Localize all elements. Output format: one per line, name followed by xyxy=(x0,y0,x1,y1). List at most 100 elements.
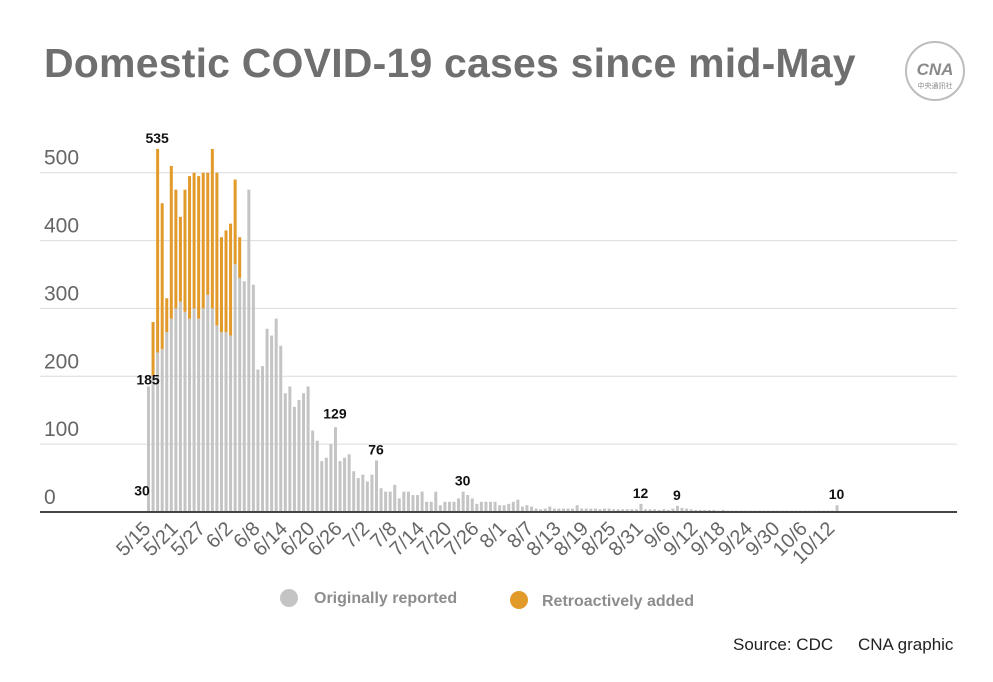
bar-originally-reported xyxy=(561,508,565,512)
bar-originally-reported xyxy=(466,495,470,512)
bar-originally-reported xyxy=(315,440,319,512)
bar-originally-reported xyxy=(183,311,187,512)
bar-originally-reported xyxy=(370,474,374,512)
bar-originally-reported xyxy=(233,264,237,512)
data-label: 535 xyxy=(145,130,169,146)
bar-originally-reported xyxy=(192,308,196,512)
legend-label-originally-reported: Originally reported xyxy=(314,590,458,607)
bar-originally-reported xyxy=(256,369,260,512)
bar-originally-reported xyxy=(475,503,479,512)
bar-originally-reported xyxy=(666,509,670,512)
data-label: 30 xyxy=(455,473,471,489)
bars xyxy=(147,148,839,512)
bar-originally-reported xyxy=(584,508,588,512)
y-tick-label: 0 xyxy=(44,486,56,509)
data-label: 76 xyxy=(368,441,384,457)
bar-originally-reported xyxy=(147,386,150,512)
bar-originally-reported xyxy=(279,345,283,512)
bar-originally-reported xyxy=(457,498,461,512)
bar-originally-reported xyxy=(534,508,538,512)
bar-originally-reported xyxy=(489,501,492,512)
bar-originally-reported xyxy=(835,505,839,512)
legend-swatch-retroactively-added xyxy=(510,591,528,609)
bar-originally-reported xyxy=(644,509,648,512)
bar-originally-reported xyxy=(616,509,620,512)
bar-originally-reported xyxy=(612,509,616,512)
bar-originally-reported xyxy=(552,508,556,512)
bar-retroactively-added xyxy=(160,203,164,350)
bar-originally-reported xyxy=(247,189,251,512)
bar-originally-reported xyxy=(662,509,666,512)
legend-swatch-originally-reported xyxy=(280,589,298,607)
bar-retroactively-added xyxy=(197,176,201,319)
bar-originally-reported xyxy=(447,501,451,512)
source-note: Source: CDC xyxy=(733,635,834,654)
bar-originally-reported xyxy=(379,488,383,512)
bar-retroactively-added xyxy=(206,172,210,295)
bar-originally-reported xyxy=(671,508,675,512)
bar-originally-reported xyxy=(384,491,388,512)
bar-originally-reported xyxy=(425,501,429,512)
data-label: 12 xyxy=(633,485,649,501)
bar-originally-reported xyxy=(352,471,356,512)
bar-originally-reported xyxy=(393,484,397,512)
bar-originally-reported xyxy=(206,294,210,512)
bar-originally-reported xyxy=(507,503,511,512)
y-tick-label: 400 xyxy=(44,215,79,238)
bar-originally-reported xyxy=(288,386,292,512)
bar-originally-reported xyxy=(434,491,438,512)
bar-originally-reported xyxy=(680,507,684,512)
y-tick-label: 100 xyxy=(44,418,79,441)
bar-retroactively-added xyxy=(178,216,182,302)
bar-originally-reported xyxy=(338,461,342,512)
bar-originally-reported xyxy=(306,386,310,512)
bar-originally-reported xyxy=(511,501,515,512)
bar-originally-reported xyxy=(274,318,278,512)
bar-retroactively-added xyxy=(165,298,169,333)
bar-retroactively-added xyxy=(224,230,228,333)
bar-originally-reported xyxy=(543,508,547,512)
bar-originally-reported xyxy=(329,444,333,512)
bar-originally-reported xyxy=(443,501,447,512)
bar-originally-reported xyxy=(598,509,602,512)
bar-originally-reported xyxy=(689,509,693,512)
bar-originally-reported xyxy=(438,505,442,512)
bar-originally-reported xyxy=(575,505,579,512)
bar-retroactively-added xyxy=(174,189,178,309)
bar-originally-reported xyxy=(361,474,365,512)
bar-originally-reported xyxy=(525,505,529,512)
grid-lines xyxy=(40,172,957,445)
data-label: 10 xyxy=(829,486,845,502)
bar-originally-reported xyxy=(653,509,657,512)
bar-originally-reported xyxy=(493,501,497,512)
bar-retroactively-added xyxy=(188,176,192,319)
bar-originally-reported xyxy=(634,509,638,512)
bar-originally-reported xyxy=(397,498,401,512)
bar-originally-reported xyxy=(302,393,306,512)
bar-retroactively-added xyxy=(156,148,160,353)
bar-originally-reported xyxy=(694,509,698,512)
bar-retroactively-added xyxy=(215,172,219,326)
bar-originally-reported xyxy=(188,318,192,512)
bar-originally-reported xyxy=(657,509,661,512)
bar-originally-reported xyxy=(698,509,702,512)
bar-originally-reported xyxy=(479,501,483,512)
bar-originally-reported xyxy=(520,506,524,512)
bar-retroactively-added xyxy=(219,237,223,333)
bar-originally-reported xyxy=(530,506,534,512)
bar-retroactively-added xyxy=(169,165,173,319)
bar-originally-reported xyxy=(675,505,679,512)
bar-originally-reported xyxy=(156,352,160,512)
bar-originally-reported xyxy=(452,501,456,512)
bar-originally-reported xyxy=(356,478,360,512)
bar-retroactively-added xyxy=(210,148,214,309)
bar-originally-reported xyxy=(648,509,652,512)
logo-text: CNA xyxy=(917,60,954,79)
bar-originally-reported xyxy=(238,277,242,512)
bar-retroactively-added xyxy=(229,223,233,336)
logo-subtext: 中央通訊社 xyxy=(918,81,953,90)
data-label: 185 xyxy=(136,371,160,387)
bar-originally-reported xyxy=(311,430,315,512)
